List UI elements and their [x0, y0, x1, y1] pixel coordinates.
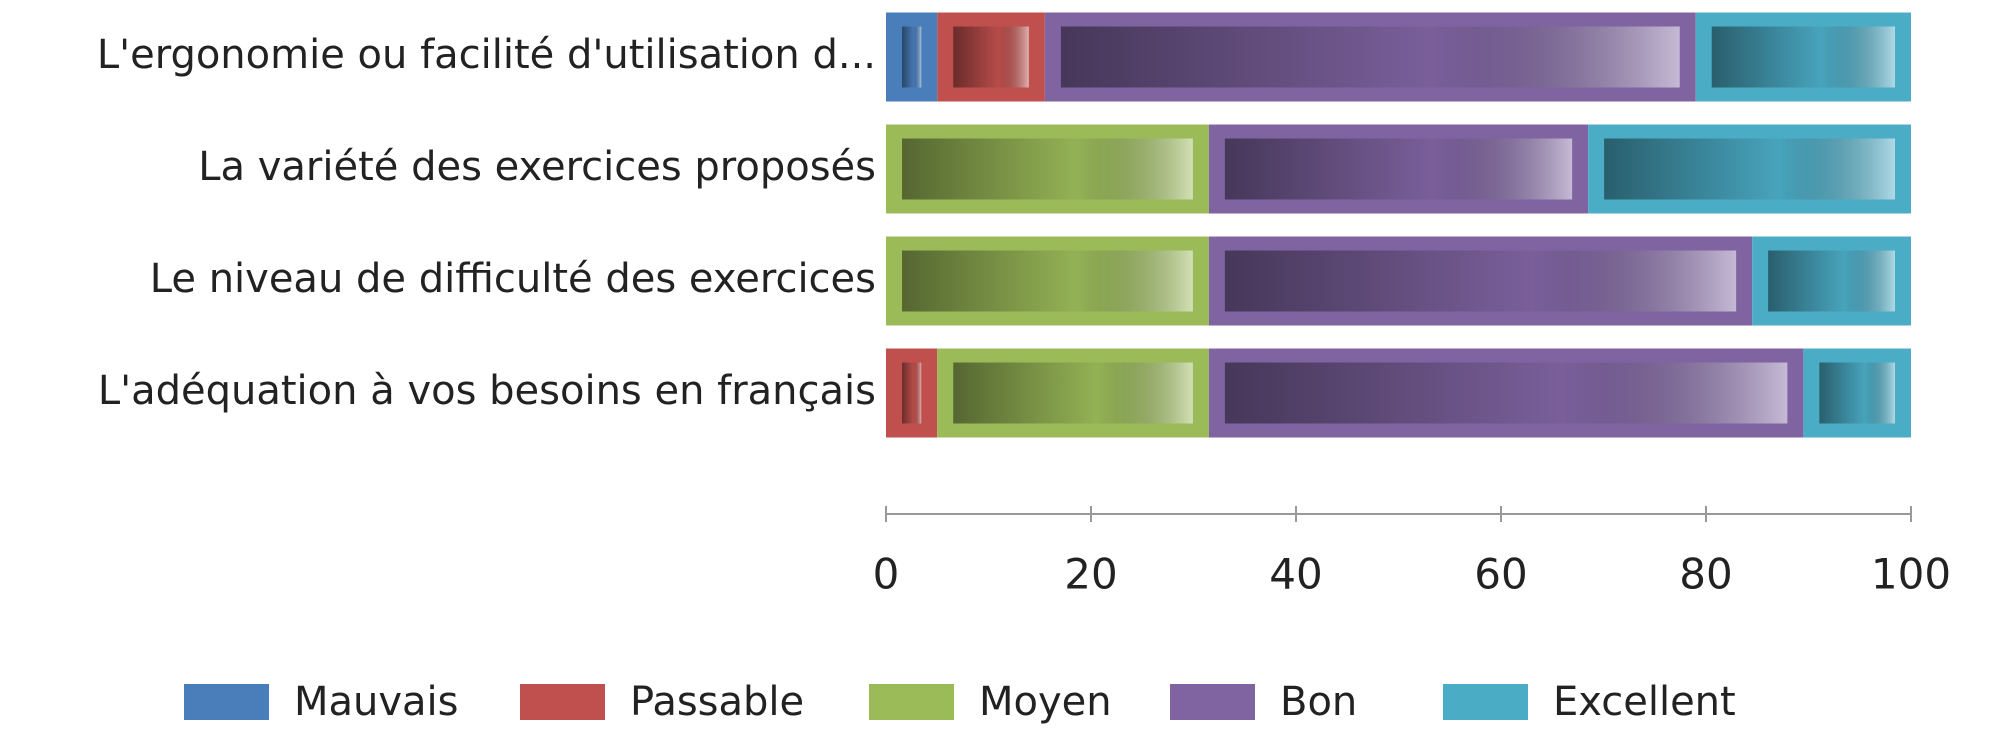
- category-label: L'adéquation à vos besoins en français: [98, 368, 876, 414]
- legend-label: Passable: [630, 679, 804, 725]
- category-label: L'ergonomie ou facilité d'utilisation d.…: [97, 32, 876, 78]
- x-tick-label: 80: [1679, 550, 1732, 599]
- bar-shine: [902, 362, 922, 424]
- legend-swatch: [1443, 684, 1528, 720]
- legend-label: Bon: [1280, 679, 1357, 725]
- bar-shine: [902, 138, 1193, 200]
- bar-shine: [1604, 138, 1895, 200]
- legend-swatch: [869, 684, 954, 720]
- x-tick-label: 20: [1064, 550, 1117, 599]
- bar-shine: [953, 26, 1029, 88]
- x-tick-label: 0: [873, 550, 900, 599]
- bar-shine: [1060, 26, 1680, 88]
- x-tick-label: 60: [1474, 550, 1527, 599]
- legend-swatch: [520, 684, 605, 720]
- legend-label: Excellent: [1553, 679, 1736, 725]
- x-tick-label: 100: [1871, 550, 1951, 599]
- bar-shine: [1224, 138, 1573, 200]
- x-tick-label: 40: [1269, 550, 1322, 599]
- legend-label: Mauvais: [294, 679, 459, 725]
- bar-shine: [902, 250, 1193, 312]
- bar-shine: [1224, 362, 1788, 424]
- bar-shine: [1224, 250, 1737, 312]
- bar-shine: [1711, 26, 1895, 88]
- category-label: La variété des exercices proposés: [198, 144, 876, 190]
- bar-shine: [902, 26, 922, 88]
- bar-shine: [953, 362, 1193, 424]
- bar-shine: [1768, 250, 1895, 312]
- legend-swatch: [1170, 684, 1255, 720]
- bar-shine: [1819, 362, 1895, 424]
- legend-label: Moyen: [979, 679, 1112, 725]
- legend-swatch: [184, 684, 269, 720]
- category-label: Le niveau de difficulté des exercices: [150, 256, 876, 302]
